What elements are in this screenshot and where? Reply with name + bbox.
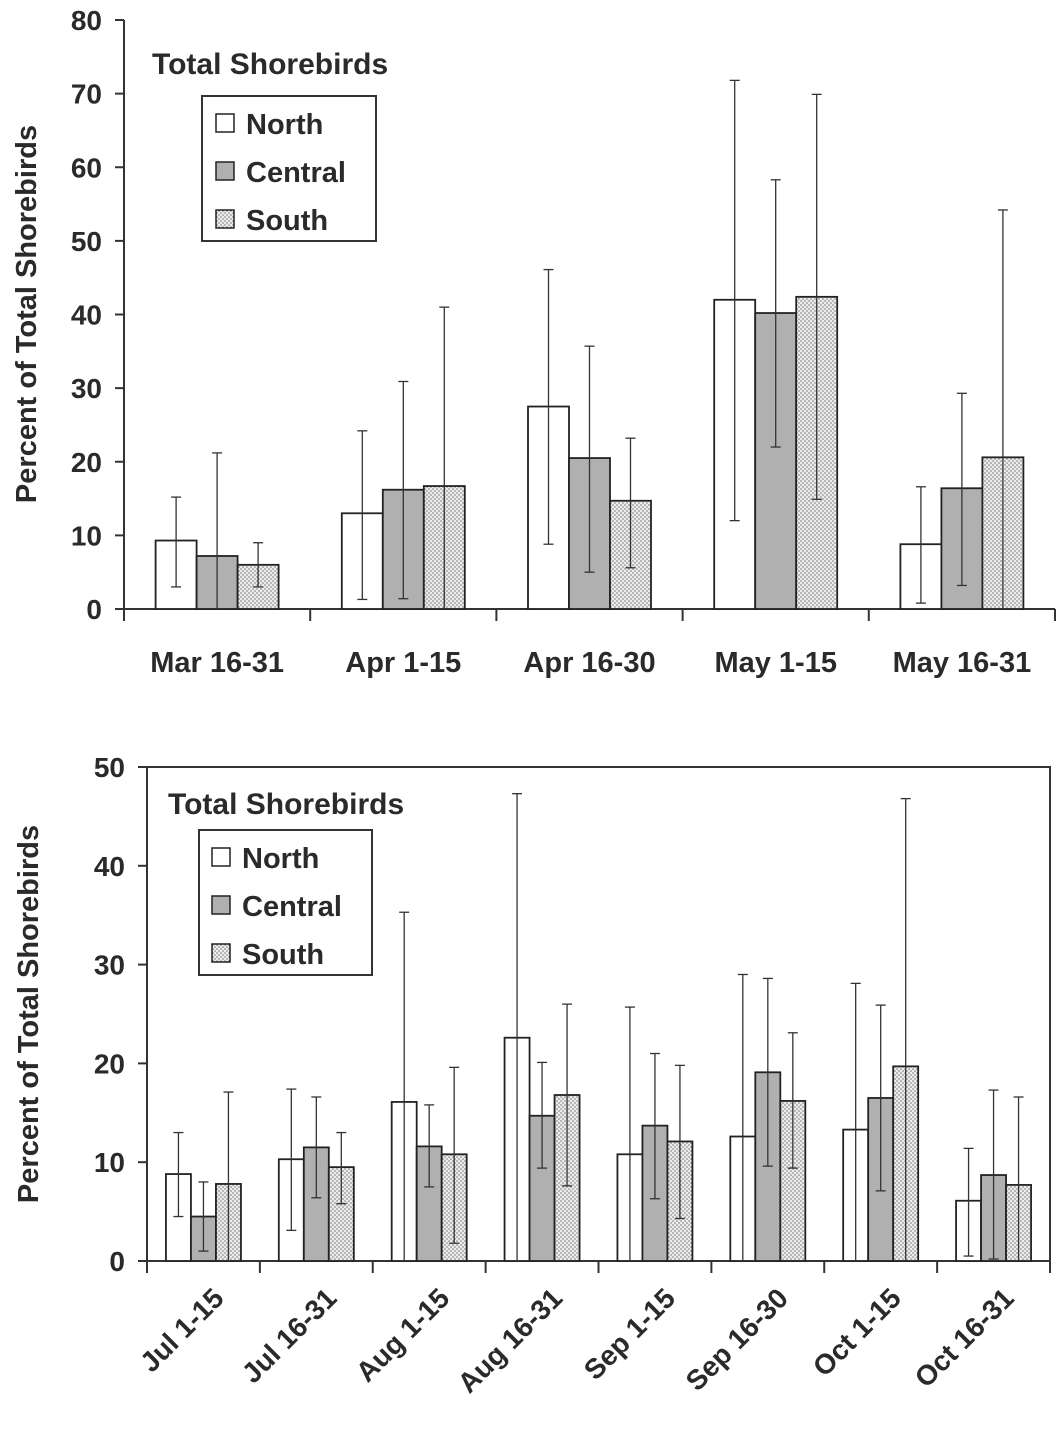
x-tick-label: Aug 16-31	[452, 1282, 569, 1399]
y-tick-label: 80	[71, 5, 102, 36]
legend-swatch-central	[215, 161, 235, 181]
y-tick-label: 30	[71, 373, 102, 404]
legend: North Central South	[201, 95, 377, 242]
chart-title: Total Shorebirds	[168, 788, 404, 821]
y-tick-label: 40	[71, 300, 102, 331]
y-tick-label: 70	[71, 79, 102, 110]
y-tick-label: 30	[94, 950, 125, 981]
y-tick-label: 10	[94, 1147, 125, 1178]
spring-chart: Percent of Total Shorebirds 0 10 20 30 40 50 6…	[11, 5, 1056, 679]
legend-label-central: Central	[242, 891, 342, 923]
fall-chart: Percent of Total Shorebirds 01020304050 …	[13, 752, 1051, 1399]
x-tick-label: Oct 1-15	[807, 1282, 907, 1382]
y-tick-label: 50	[94, 752, 125, 783]
y-axis-label: Percent of Total Shorebirds	[11, 125, 43, 503]
x-tick-label: Jul 1-15	[134, 1282, 230, 1378]
y-tick-labels: 0 10 20 30 40 50 60 70 80	[71, 5, 102, 625]
legend-swatch-central	[211, 895, 231, 915]
y-tick-label: 40	[94, 851, 125, 882]
error-bars	[173, 793, 1024, 1261]
legend-label-south: South	[242, 939, 324, 971]
legend-swatch-north	[211, 847, 231, 867]
x-tick-label: Oct 16-31	[909, 1282, 1020, 1393]
x-tick-label: Sep 1-15	[578, 1282, 681, 1385]
x-tick-label: Aug 1-15	[350, 1282, 456, 1388]
legend-label-south: South	[246, 205, 328, 237]
y-tick-label: 0	[109, 1246, 125, 1277]
legend-label-north: North	[242, 843, 319, 875]
axes	[138, 766, 1051, 1273]
y-tick-label: 50	[71, 226, 102, 257]
y-tick-label: 10	[71, 520, 102, 551]
x-tick-labels: Mar 16-31 Apr 1-15 Apr 16-30 May 1-15 May 16…	[150, 647, 1031, 679]
bars	[165, 1036, 1032, 1262]
y-axis-label: Percent of Total Shorebirds	[13, 825, 45, 1203]
x-tick-label: May 1-15	[714, 647, 837, 679]
y-tick-label: 20	[71, 447, 102, 478]
x-tick-label: Jul 16-31	[236, 1282, 343, 1389]
x-tick-label: Apr 1-15	[345, 647, 461, 679]
y-tick-labels: 0 10 20 30 40 50	[94, 752, 125, 1277]
y-tick-label: 0	[86, 594, 102, 625]
legend-swatch-south	[211, 943, 231, 963]
legend-swatch-north	[215, 113, 235, 133]
legend-label-north: North	[246, 109, 323, 141]
legend: North Central South	[198, 829, 373, 976]
error-bars	[171, 79, 1008, 609]
x-tick-label: Mar 16-31	[150, 647, 284, 679]
legend-swatch-south	[215, 209, 235, 229]
x-tick-label: May 16-31	[893, 647, 1032, 679]
y-tick-label: 20	[94, 1048, 125, 1079]
legend-label-central: Central	[246, 157, 346, 189]
chart-title: Total Shorebirds	[152, 48, 388, 81]
y-tick-label: 60	[71, 152, 102, 183]
x-tick-label: Sep 16-30	[680, 1282, 794, 1396]
x-tick-label: Apr 16-30	[523, 647, 655, 679]
